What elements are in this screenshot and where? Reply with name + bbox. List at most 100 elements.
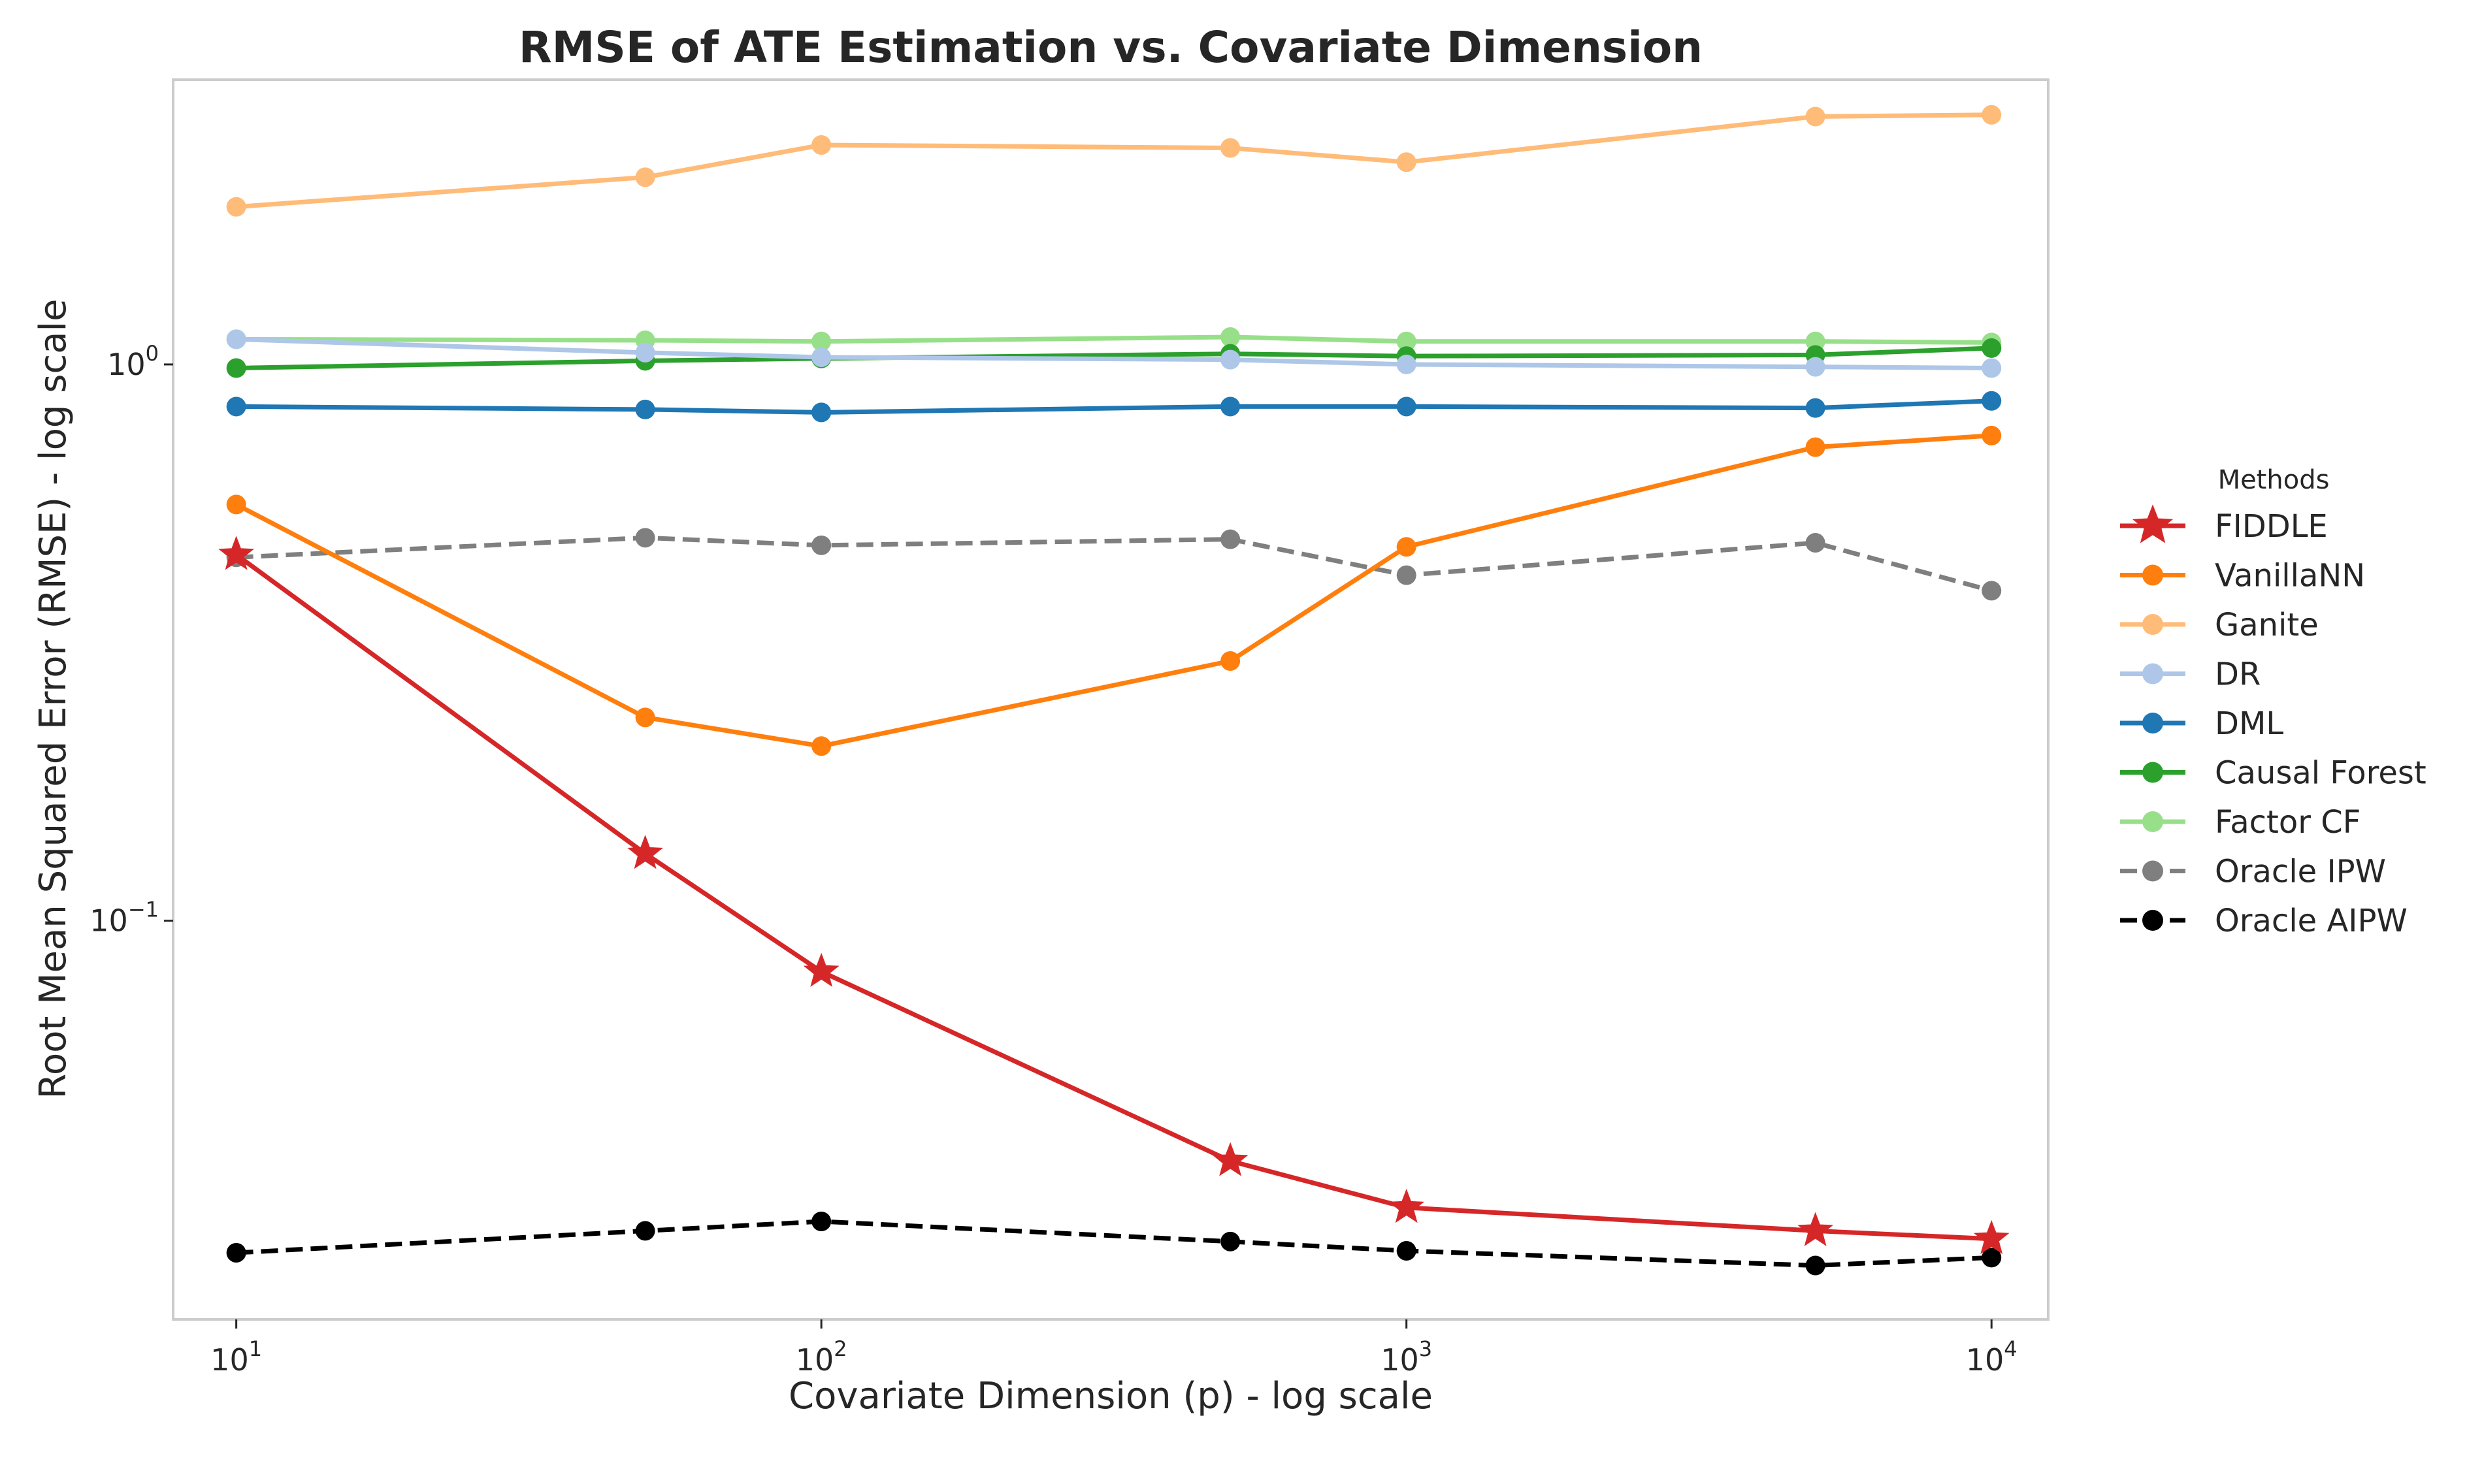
data-point-oracle-ipw — [635, 528, 655, 548]
data-point-oracle-aipw — [1982, 1248, 2002, 1268]
legend-label: DR — [2215, 656, 2261, 693]
data-point-vanillann — [1396, 537, 1416, 557]
series-fiddle — [218, 536, 2010, 1254]
data-point-ganite — [1220, 138, 1241, 158]
data-point-fiddle — [1973, 1219, 2010, 1254]
legend-item-causal-forest: Causal Forest — [2120, 755, 2426, 792]
legend-marker — [2142, 614, 2163, 635]
legend-marker — [2142, 713, 2163, 734]
data-point-causal-forest — [1982, 338, 2002, 358]
data-point-dml — [226, 396, 246, 417]
data-point-oracle-ipw — [1396, 565, 1416, 585]
data-point-vanillann — [226, 494, 246, 515]
data-point-oracle-aipw — [226, 1242, 246, 1263]
data-point-fiddle — [627, 835, 663, 869]
data-point-dr — [226, 329, 246, 349]
y-axis-label: Root Mean Squared Error (RMSE) - log sca… — [32, 299, 74, 1099]
data-point-oracle-aipw — [1805, 1255, 1825, 1276]
data-point-factor-cf — [1805, 331, 1825, 351]
legend-marker — [2142, 564, 2163, 586]
data-point-vanillann — [1220, 651, 1241, 671]
series-vanillann — [226, 425, 2002, 756]
data-point-ganite — [1982, 105, 2002, 125]
legend-label: DML — [2215, 705, 2283, 742]
series-line-ganite — [236, 112, 1992, 210]
series-factor-cf — [226, 327, 2002, 353]
data-point-dml — [1805, 398, 1825, 418]
data-point-dr — [811, 347, 832, 368]
data-point-factor-cf — [1220, 327, 1241, 347]
data-point-oracle-aipw — [1220, 1231, 1241, 1251]
legend: Methods FIDDLE VanillaNN Ganite DR DML Causal… — [2120, 465, 2426, 939]
x-tick-label: 104 — [1966, 1336, 2018, 1378]
series-oracle-aipw — [226, 1212, 2002, 1276]
legend-label: VanillaNN — [2215, 558, 2365, 594]
legend-label: Oracle IPW — [2215, 854, 2386, 890]
legend-item-factor-cf: Factor CF — [2120, 804, 2361, 841]
data-point-dr — [1982, 358, 2002, 378]
legend-marker — [2132, 504, 2174, 543]
data-point-dr — [1396, 354, 1416, 374]
data-point-vanillann — [1805, 437, 1825, 457]
data-point-oracle-ipw — [1805, 532, 1825, 553]
data-point-vanillann — [1982, 425, 2002, 445]
legend-item-dr: DR — [2120, 656, 2261, 693]
x-axis-label: Covariate Dimension (p) - log scale — [789, 1375, 1433, 1417]
data-point-fiddle — [218, 536, 255, 570]
legend-label: Factor CF — [2215, 804, 2361, 841]
data-point-dml — [1982, 391, 2002, 411]
data-point-ganite — [811, 135, 832, 155]
legend-marker — [2142, 811, 2163, 832]
data-point-dml — [1220, 396, 1241, 417]
data-point-ganite — [1396, 152, 1416, 172]
plot-area — [172, 78, 2050, 1321]
y-tick-label: 100 — [107, 341, 159, 382]
series-dr — [226, 329, 2002, 378]
legend-marker — [2142, 860, 2163, 882]
series-line-fiddle — [235, 553, 1992, 1242]
legend-marker — [2142, 663, 2163, 685]
data-point-vanillann — [635, 707, 655, 728]
data-point-fiddle — [1388, 1188, 1425, 1223]
legend-item-fiddle: FIDDLE — [2120, 504, 2328, 545]
data-point-factor-cf — [1396, 331, 1416, 351]
series-line-dml — [236, 398, 1992, 415]
data-point-fiddle — [803, 952, 840, 987]
data-point-oracle-ipw — [811, 535, 832, 555]
legend-label: FIDDLE — [2215, 508, 2328, 545]
x-tick-label: 101 — [210, 1336, 262, 1378]
x-tick-label: 102 — [796, 1336, 847, 1378]
chart-title: RMSE of ATE Estimation vs. Covariate Dim… — [519, 22, 1703, 73]
data-point-dml — [1396, 396, 1416, 417]
data-point-oracle-aipw — [635, 1221, 655, 1241]
legend-marker — [2142, 762, 2163, 783]
legend-item-oracle-aipw: Oracle AIPW — [2120, 903, 2408, 939]
y-axis-ticks: 100 10−1 — [90, 341, 173, 939]
legend-item-dml: DML — [2120, 705, 2283, 742]
legend-item-vanillann: VanillaNN — [2120, 558, 2365, 594]
legend-label: Ganite — [2215, 607, 2319, 643]
x-axis-ticks: 101 102 103 104 — [210, 1319, 2018, 1378]
legend-label: Causal Forest — [2215, 755, 2426, 792]
data-point-dr — [1220, 349, 1241, 370]
series-line-factor-cf — [236, 334, 1992, 345]
data-point-ganite — [635, 167, 655, 187]
legend-item-oracle-ipw: Oracle IPW — [2120, 854, 2386, 890]
data-point-oracle-aipw — [1396, 1241, 1416, 1261]
series-oracle-ipw — [226, 528, 2002, 601]
series-line-vanillann — [235, 433, 1992, 749]
x-tick-label: 103 — [1381, 1336, 1432, 1378]
data-point-oracle-ipw — [1982, 581, 2002, 601]
data-point-fiddle — [1212, 1142, 1249, 1176]
y-tick-label: 10−1 — [90, 897, 159, 939]
legend-marker — [2142, 910, 2163, 931]
legend-items: FIDDLE VanillaNN Ganite DR DML Causal Forest F… — [2120, 504, 2426, 939]
series-dml — [226, 391, 2002, 423]
data-point-ganite — [1805, 106, 1825, 127]
data-point-oracle-aipw — [811, 1212, 832, 1232]
data-point-dr — [635, 342, 655, 363]
data-point-causal-forest — [226, 358, 246, 378]
data-point-oracle-ipw — [1220, 529, 1241, 549]
data-point-dr — [1805, 357, 1825, 377]
